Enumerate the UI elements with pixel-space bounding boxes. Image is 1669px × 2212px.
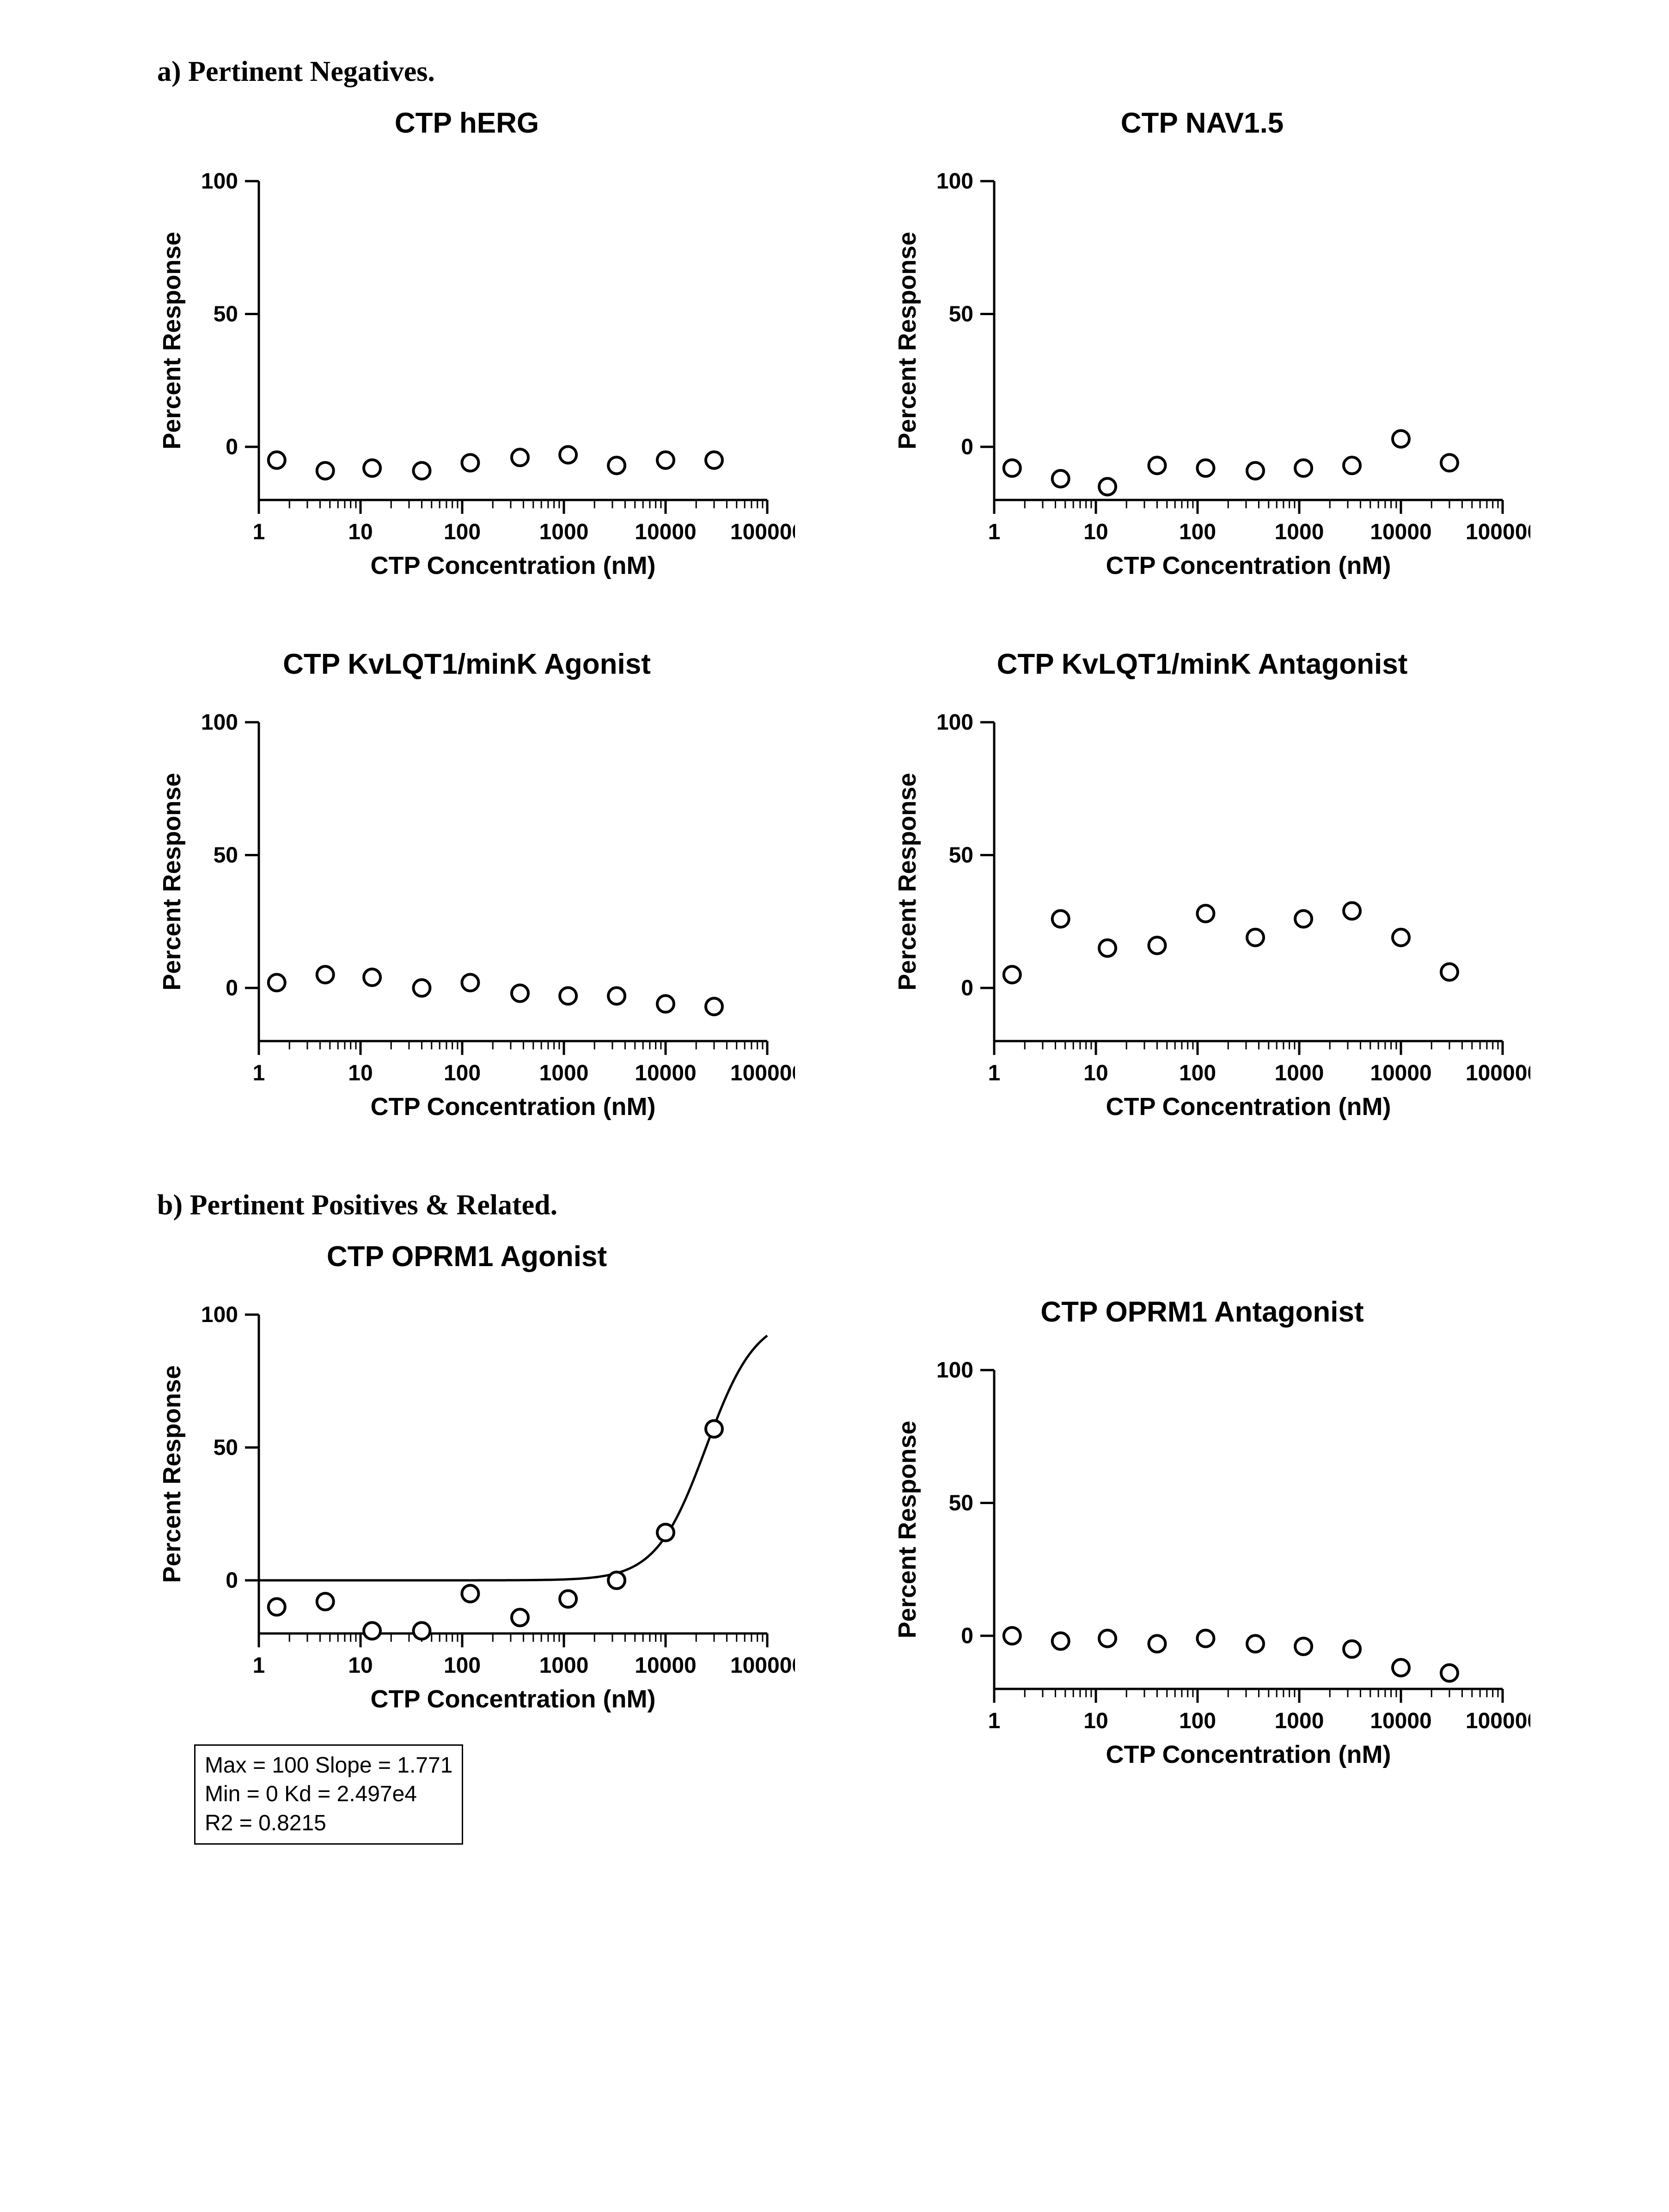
chart-kvlqt-antagonist: 0 50 100 Percent Response 1 10 100 1000 10000 100… [874, 695, 1530, 1133]
svg-text:100: 100 [444, 1061, 481, 1085]
svg-text:100: 100 [444, 520, 481, 544]
svg-text:10000: 10000 [1370, 1709, 1431, 1733]
panel-oprm1-agonist: CTP OPRM1 Agonist 0 50 100 Percent Response… [139, 1240, 795, 1845]
fit-params-box: Max = 100 Slope = 1.771 Min = 0 Kd = 2.4… [194, 1744, 463, 1845]
chart-oprm1-agonist: 0 50 100 Percent Response 1 10 100 1000 10000 100… [139, 1287, 795, 1726]
svg-text:10: 10 [348, 1061, 373, 1085]
svg-text:1: 1 [253, 1061, 265, 1085]
figure-page: a) Pertinent Negatives. CTP hERG 050100P… [0, 0, 1669, 1993]
svg-text:1: 1 [253, 1653, 265, 1678]
panel-kvlqt-agonist: CTP KvLQT1/minK Agonist 0 50 100 Percent Re… [139, 648, 795, 1133]
svg-text:100: 100 [1179, 1709, 1216, 1733]
chart-title-nav15: CTP NAV1.5 [874, 107, 1530, 140]
svg-text:CTP Concentration (nM): CTP Concentration (nM) [371, 552, 656, 579]
svg-text:100000: 100000 [730, 1653, 795, 1678]
svg-text:1000: 1000 [539, 1653, 589, 1678]
svg-text:0: 0 [961, 976, 973, 1000]
panel-nav15: CTP NAV1.5 0 50 100 Percent Response 1 10 100 1… [874, 107, 1530, 592]
svg-text:CTP Concentration (nM): CTP Concentration (nM) [1106, 552, 1391, 579]
svg-text:CTP Concentration (nM): CTP Concentration (nM) [371, 1685, 656, 1713]
svg-text:100000: 100000 [1466, 520, 1530, 544]
row-1: CTP hERG 050100Percent Response110100100… [139, 107, 1530, 592]
svg-text:Percent Response: Percent Response [158, 1365, 186, 1583]
row-3: CTP OPRM1 Agonist 050100Percent Response… [139, 1240, 1530, 1845]
svg-text:100: 100 [201, 169, 238, 194]
svg-text:10000: 10000 [635, 520, 696, 544]
chart-oprm1-antagonist: 0 50 100 Percent Response 1 10 100 1000 10000 100… [874, 1342, 1530, 1781]
svg-text:10: 10 [1083, 520, 1108, 544]
svg-text:50: 50 [214, 843, 238, 868]
svg-text:50: 50 [214, 1436, 238, 1460]
svg-text:1: 1 [253, 520, 265, 544]
svg-text:0: 0 [226, 976, 238, 1000]
svg-text:100000: 100000 [1466, 1709, 1530, 1733]
svg-text:0: 0 [226, 435, 238, 459]
svg-text:100: 100 [1179, 520, 1216, 544]
section-a-label: a) Pertinent Negatives. [157, 55, 1530, 88]
row-2: CTP KvLQT1/minK Agonist 050100Percent Re… [139, 648, 1530, 1133]
svg-text:100: 100 [201, 1303, 238, 1327]
chart-kvlqt-agonist: 0 50 100 Percent Response 1 10 100 1000 10000 100… [139, 695, 795, 1133]
svg-text:1000: 1000 [539, 1061, 589, 1085]
svg-text:100000: 100000 [730, 1061, 795, 1085]
svg-text:Percent Response: Percent Response [893, 773, 921, 990]
svg-text:10: 10 [348, 520, 373, 544]
svg-text:100000: 100000 [730, 520, 795, 544]
chart-title-kvlqt-antagonist: CTP KvLQT1/minK Antagonist [874, 648, 1530, 681]
svg-text:50: 50 [949, 302, 973, 327]
panel-herg: CTP hERG 0 50 100 Percent Response 1 10 100 100… [139, 107, 795, 592]
svg-text:50: 50 [949, 1491, 973, 1516]
chart-title-oprm1-agonist: CTP OPRM1 Agonist [139, 1240, 795, 1273]
svg-text:100: 100 [936, 1358, 973, 1383]
svg-text:10: 10 [1083, 1061, 1108, 1085]
chart-title-oprm1-antagonist: CTP OPRM1 Antagonist [874, 1296, 1530, 1328]
svg-text:10: 10 [1083, 1709, 1108, 1733]
svg-text:10000: 10000 [635, 1653, 696, 1678]
svg-text:0: 0 [961, 1624, 973, 1648]
panel-oprm1-antagonist: CTP OPRM1 Antagonist 0 50 100 Percent Respo… [874, 1240, 1530, 1845]
svg-text:1000: 1000 [1275, 1709, 1324, 1733]
svg-text:1000: 1000 [539, 520, 589, 544]
svg-text:Percent Response: Percent Response [158, 232, 186, 449]
svg-text:10000: 10000 [1370, 520, 1431, 544]
panel-kvlqt-antagonist: CTP KvLQT1/minK Antagonist 0 50 100 Percent… [874, 648, 1530, 1133]
svg-text:100: 100 [936, 169, 973, 194]
svg-text:10: 10 [348, 1653, 373, 1678]
svg-text:100000: 100000 [1466, 1061, 1530, 1085]
svg-text:CTP Concentration (nM): CTP Concentration (nM) [1106, 1093, 1391, 1121]
chart-nav15: 0 50 100 Percent Response 1 10 100 1000 10000 100… [874, 153, 1530, 592]
svg-text:1: 1 [988, 1061, 1001, 1085]
svg-text:CTP Concentration (nM): CTP Concentration (nM) [1106, 1741, 1391, 1768]
svg-text:10000: 10000 [1370, 1061, 1431, 1085]
section-b-label: b) Pertinent Positives & Related. [157, 1189, 1530, 1222]
svg-text:50: 50 [214, 302, 238, 327]
svg-text:50: 50 [949, 843, 973, 868]
svg-text:1: 1 [988, 520, 1001, 544]
chart-title-herg: CTP hERG [139, 107, 795, 140]
fit-line-1: Max = 100 Slope = 1.771 [205, 1751, 452, 1780]
svg-text:Percent Response: Percent Response [893, 1420, 921, 1638]
svg-text:100: 100 [444, 1653, 481, 1678]
fit-line-3: R2 = 0.8215 [205, 1809, 452, 1838]
svg-text:Percent Response: Percent Response [158, 773, 186, 990]
svg-text:0: 0 [226, 1568, 238, 1593]
svg-text:10000: 10000 [635, 1061, 696, 1085]
svg-text:Percent Response: Percent Response [893, 232, 921, 449]
svg-text:1000: 1000 [1275, 1061, 1324, 1085]
chart-title-kvlqt-agonist: CTP KvLQT1/minK Agonist [139, 648, 795, 681]
svg-text:0: 0 [961, 435, 973, 459]
svg-text:100: 100 [201, 710, 238, 735]
svg-text:100: 100 [936, 710, 973, 735]
svg-text:100: 100 [1179, 1061, 1216, 1085]
svg-text:1000: 1000 [1275, 520, 1324, 544]
fit-line-2: Min = 0 Kd = 2.497e4 [205, 1780, 452, 1809]
svg-text:CTP Concentration (nM): CTP Concentration (nM) [371, 1093, 656, 1121]
svg-text:1: 1 [988, 1709, 1001, 1733]
chart-herg: 0 50 100 Percent Response 1 10 100 1000 10000 100… [139, 153, 795, 592]
